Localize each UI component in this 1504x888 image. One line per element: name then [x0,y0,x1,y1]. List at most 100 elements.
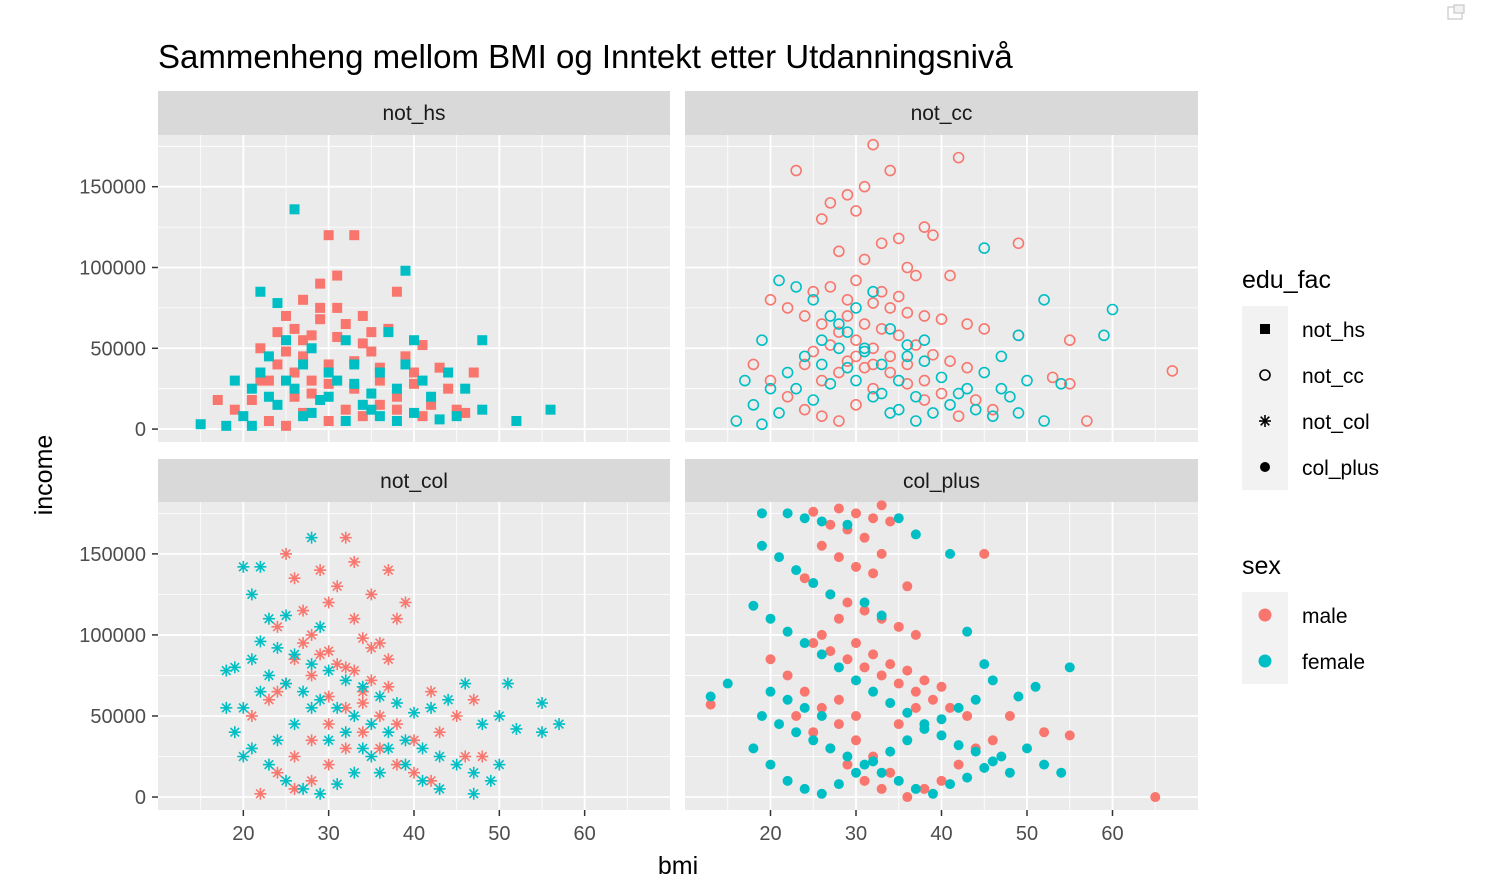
data-point-male [910,629,921,640]
data-point-male [885,659,896,670]
y-tick-label: 150000 [79,544,146,566]
data-point-male [815,410,828,422]
data-point-male [876,500,887,511]
legend-label: male [1302,605,1348,628]
data-point-male [450,709,463,722]
data-point-male [357,338,368,349]
data-point-male [390,612,403,625]
data-point-male [297,637,310,650]
data-point-male [356,726,369,739]
data-point-female [228,726,241,739]
data-point-male [850,350,862,363]
data-point-male [348,612,361,625]
data-point-female [237,750,250,763]
data-point-female [450,758,463,771]
data-point-male [902,665,913,676]
data-point-male [245,709,258,722]
data-point-male [833,415,845,427]
data-point-male [433,726,446,739]
facet-strip-label: not_col [380,470,448,493]
data-point-female [493,709,506,722]
data-point-female [756,540,767,551]
data-point-male [893,678,904,689]
data-point-female [1106,303,1119,316]
y-tick-label: 0 [135,787,146,809]
data-point-female [936,730,947,741]
data-point-male [468,367,479,378]
data-point-female [1056,767,1067,778]
data-point-male [476,750,489,763]
data-point-female [255,286,266,297]
data-point-male [781,390,794,403]
data-point-male [229,404,240,415]
data-point-female [885,746,896,757]
data-point-male [833,719,844,730]
data-point-female [409,407,419,418]
data-point-female [851,767,861,778]
data-point-female [774,719,785,730]
data-point-female [262,758,275,771]
data-point-male [858,180,871,193]
data-point-female [765,613,776,624]
data-point-female [986,410,999,422]
data-point-male [936,775,947,786]
data-point-female [306,407,317,418]
data-point-female [952,387,965,400]
data-point-male [859,662,870,673]
facet-panel-col_plus: col_plus [685,459,1198,810]
data-point-male [892,290,905,303]
data-point-male [824,281,837,293]
data-point-female [961,382,973,395]
data-point-male [952,151,965,164]
data-point-male [263,375,274,386]
data-point-male [945,702,956,713]
data-point-female [254,685,267,698]
legend-label: col_plus [1302,457,1379,480]
data-point-male [322,596,335,609]
data-point-male [332,331,343,342]
data-point-female [782,694,793,705]
expand-icon[interactable] [1446,4,1466,22]
legend-key-background [1242,592,1288,684]
data-point-female [910,415,922,427]
data-point-female [1030,681,1041,692]
data-point-female [1055,378,1067,390]
data-point-female [280,677,292,690]
y-tick-label: 150000 [79,177,146,199]
data-point-male [833,552,844,563]
data-point-female [298,411,309,422]
data-point-male [902,581,913,592]
data-point-male [417,340,428,351]
data-point-female [987,675,998,686]
data-point-female [408,706,420,719]
data-point-female [229,375,240,386]
data-point-male [851,508,861,519]
data-point-male [808,506,819,517]
data-point-female [305,658,318,671]
data-point-female [467,787,480,800]
data-point-female [851,675,861,686]
data-point-female [220,701,233,714]
data-point-male [850,399,862,411]
data-point-female [281,335,291,346]
data-point-female [833,318,845,330]
data-point-male [918,374,931,387]
data-point-female [850,302,862,314]
data-point-male [366,346,377,357]
data-point-male [254,787,267,800]
data-point-male [875,285,888,298]
data-point-male [765,654,776,665]
data-point-female [774,552,785,563]
data-point-female [791,727,802,738]
data-point-male [961,318,973,330]
data-point-female [434,414,445,425]
data-point-male [944,355,956,368]
data-point-male [876,548,887,559]
data-point-female [978,242,991,254]
x-tick-label: 30 [845,823,867,845]
data-point-male [339,742,352,755]
data-point-female [323,391,334,402]
data-point-female [876,610,887,621]
data-point-male [281,420,291,431]
data-point-male [833,245,845,258]
